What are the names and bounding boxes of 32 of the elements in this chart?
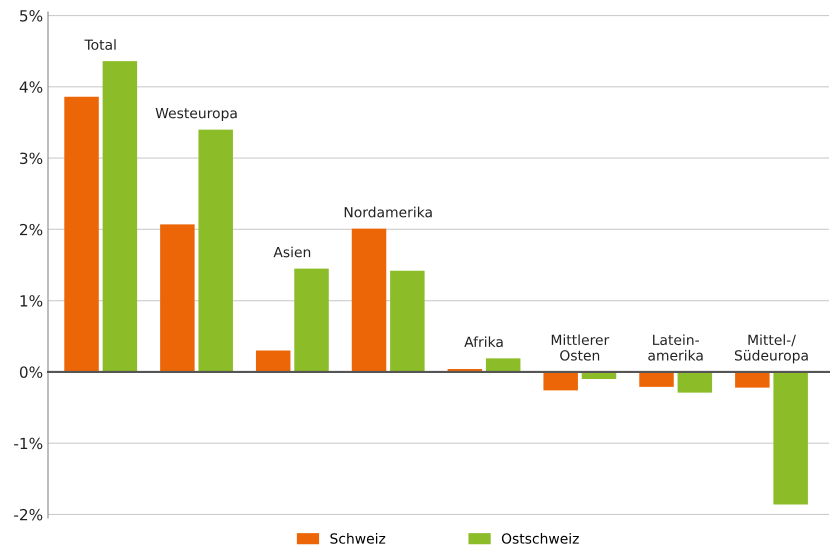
bar <box>256 350 290 372</box>
bar <box>735 372 770 388</box>
x-tick-label: Latein- amerika <box>648 334 703 361</box>
bar <box>64 96 99 372</box>
bar <box>102 61 138 372</box>
bar <box>773 372 808 504</box>
legend-label: Schweiz <box>330 533 386 544</box>
y-tick-label: 3% <box>20 152 42 164</box>
y-tick-label: -1% <box>14 438 42 450</box>
bar <box>486 358 520 372</box>
legend-label: Ostschweiz <box>502 533 579 544</box>
y-tick-label: 1% <box>20 295 42 307</box>
bar <box>198 130 233 372</box>
y-tick-label: 4% <box>20 81 42 93</box>
bar <box>352 228 386 372</box>
bar <box>639 372 674 387</box>
x-tick-label: Total <box>84 39 116 50</box>
x-tick-label: Westeuropa <box>156 108 237 122</box>
y-tick-label: 5% <box>20 10 42 22</box>
bar <box>543 372 578 390</box>
bar <box>294 268 329 372</box>
y-tick-label: 0% <box>20 366 42 378</box>
x-tick-label: Afrika <box>464 336 503 348</box>
x-tick-label: Mittel-/ Südeuropa <box>734 334 808 364</box>
x-tick-label: Asien <box>274 246 310 258</box>
bar <box>678 372 712 393</box>
x-tick-label: Mittlerer Osten <box>552 334 610 361</box>
bar <box>390 270 425 372</box>
bar <box>160 224 195 372</box>
y-tick-label: 2% <box>20 224 42 236</box>
y-tick-label: -2% <box>14 508 42 520</box>
x-tick-label: Nordamerika <box>344 206 432 218</box>
